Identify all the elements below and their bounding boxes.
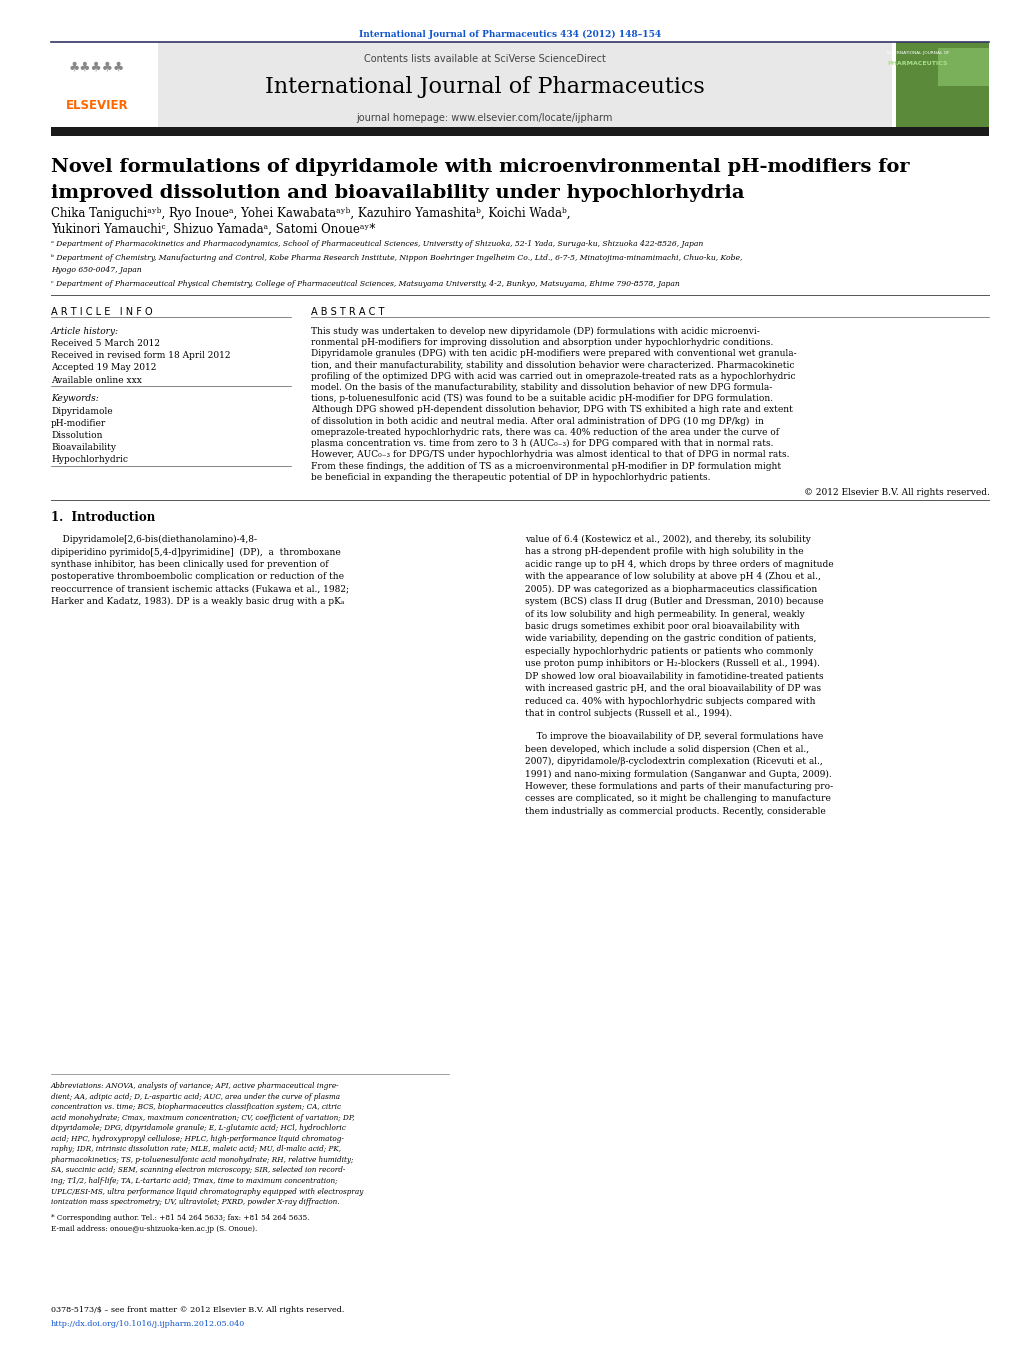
Text: has a strong pH-dependent profile with high solubility in the: has a strong pH-dependent profile with h… bbox=[525, 547, 803, 557]
Text: International Journal of Pharmaceutics 434 (2012) 148–154: International Journal of Pharmaceutics 4… bbox=[359, 30, 660, 39]
Text: Available online xxx: Available online xxx bbox=[51, 376, 142, 385]
Text: of dissolution in both acidic and neutral media. After oral administration of DP: of dissolution in both acidic and neutra… bbox=[311, 416, 763, 426]
Text: Hypochlorhydric: Hypochlorhydric bbox=[51, 455, 127, 465]
Text: © 2012 Elsevier B.V. All rights reserved.: © 2012 Elsevier B.V. All rights reserved… bbox=[803, 488, 988, 497]
Text: dipiperidino pyrimido[5,4-d]pyrimidine]  (DP),  a  thromboxane: dipiperidino pyrimido[5,4-d]pyrimidine] … bbox=[51, 547, 340, 557]
Text: that in control subjects (Russell et al., 1994).: that in control subjects (Russell et al.… bbox=[525, 709, 732, 719]
Text: dient; AA, adipic acid; D, L-aspartic acid; AUC, area under the curve of plasma: dient; AA, adipic acid; D, L-aspartic ac… bbox=[51, 1093, 339, 1101]
Text: A B S T R A C T: A B S T R A C T bbox=[311, 307, 384, 316]
Text: http://dx.doi.org/10.1016/j.ijpharm.2012.05.040: http://dx.doi.org/10.1016/j.ijpharm.2012… bbox=[51, 1320, 245, 1328]
Text: pharmacokinetics; TS, p-toluenesulfonic acid monohydrate; RH, relative humidity;: pharmacokinetics; TS, p-toluenesulfonic … bbox=[51, 1156, 354, 1165]
Text: improved dissolution and bioavailability under hypochlorhydria: improved dissolution and bioavailability… bbox=[51, 184, 744, 201]
Text: ♣♣♣♣♣: ♣♣♣♣♣ bbox=[68, 61, 125, 74]
Text: PHARMACEUTICS: PHARMACEUTICS bbox=[887, 61, 948, 66]
Text: reoccurrence of transient ischemic attacks (Fukawa et al., 1982;: reoccurrence of transient ischemic attac… bbox=[51, 585, 348, 593]
Text: model. On the basis of the manufacturability, stability and dissolution behavior: model. On the basis of the manufacturabi… bbox=[311, 384, 771, 392]
Text: 2005). DP was categorized as a biopharmaceutics classification: 2005). DP was categorized as a biopharma… bbox=[525, 585, 817, 594]
Text: However, these formulations and parts of their manufacturing pro-: However, these formulations and parts of… bbox=[525, 782, 833, 790]
Text: Dipyridamole[2,6-bis(diethanolamino)-4,8-: Dipyridamole[2,6-bis(diethanolamino)-4,8… bbox=[51, 535, 257, 544]
Text: * Corresponding author. Tel.: +81 54 264 5633; fax: +81 54 264 5635.: * Corresponding author. Tel.: +81 54 264… bbox=[51, 1215, 309, 1223]
Text: acidic range up to pH 4, which drops by three orders of magnitude: acidic range up to pH 4, which drops by … bbox=[525, 559, 834, 569]
Text: postoperative thromboembolic complication or reduction of the: postoperative thromboembolic complicatio… bbox=[51, 573, 343, 581]
Text: From these findings, the addition of TS as a microenvironmental pH-modifier in D: From these findings, the addition of TS … bbox=[311, 462, 781, 470]
Text: INTERNATIONAL JOURNAL OF: INTERNATIONAL JOURNAL OF bbox=[886, 51, 949, 55]
Text: Dipyridamole granules (DPG) with ten acidic pH-modifiers were prepared with conv: Dipyridamole granules (DPG) with ten aci… bbox=[311, 350, 796, 358]
Text: Yukinori Yamauchiᶜ, Shizuo Yamadaᵃ, Satomi Onoueᵃʸ*: Yukinori Yamauchiᶜ, Shizuo Yamadaᵃ, Sato… bbox=[51, 223, 375, 236]
Text: ELSEVIER: ELSEVIER bbox=[65, 99, 128, 112]
Text: Chika Taniguchiᵃʸᵇ, Ryo Inoueᵃ, Yohei Kawabataᵃʸᵇ, Kazuhiro Yamashitaᵇ, Koichi W: Chika Taniguchiᵃʸᵇ, Ryo Inoueᵃ, Yohei Ka… bbox=[51, 207, 570, 220]
Text: Contents lists available at SciVerse ScienceDirect: Contents lists available at SciVerse Sci… bbox=[363, 54, 605, 63]
Text: E-mail address: onoue@u-shizuoka-ken.ac.jp (S. Onoue).: E-mail address: onoue@u-shizuoka-ken.ac.… bbox=[51, 1225, 257, 1233]
Text: synthase inhibitor, has been clinically used for prevention of: synthase inhibitor, has been clinically … bbox=[51, 559, 328, 569]
Text: 0378-5173/$ – see front matter © 2012 Elsevier B.V. All rights reserved.: 0378-5173/$ – see front matter © 2012 El… bbox=[51, 1306, 344, 1315]
Text: concentration vs. time; BCS, biopharmaceutics classification system; CA, citric: concentration vs. time; BCS, biopharmace… bbox=[51, 1104, 340, 1112]
Text: Received 5 March 2012: Received 5 March 2012 bbox=[51, 339, 160, 349]
Text: Hyogo 650-0047, Japan: Hyogo 650-0047, Japan bbox=[51, 266, 142, 274]
Text: plasma concentration vs. time from zero to 3 h (AUC₀₋₃) for DPG compared with th: plasma concentration vs. time from zero … bbox=[311, 439, 772, 449]
Text: Dipyridamole: Dipyridamole bbox=[51, 407, 112, 416]
Bar bbox=[895, 42, 988, 127]
Text: Received in revised form 18 April 2012: Received in revised form 18 April 2012 bbox=[51, 351, 230, 361]
Text: This study was undertaken to develop new dipyridamole (DP) formulations with aci: This study was undertaken to develop new… bbox=[311, 327, 759, 336]
Bar bbox=[158, 42, 892, 127]
Text: profiling of the optimized DPG with acid was carried out in omeprazole-treated r: profiling of the optimized DPG with acid… bbox=[311, 372, 795, 381]
Text: 2007), dipyridamole/β-cyclodextrin complexation (Ricevuti et al.,: 2007), dipyridamole/β-cyclodextrin compl… bbox=[525, 757, 822, 766]
Text: Keywords:: Keywords: bbox=[51, 394, 99, 404]
Text: use proton pump inhibitors or H₂-blockers (Russell et al., 1994).: use proton pump inhibitors or H₂-blocker… bbox=[525, 659, 819, 669]
Text: dipyridamole; DPG, dipyridamole granule; E, L-glutamic acid; HCl, hydrochloric: dipyridamole; DPG, dipyridamole granule;… bbox=[51, 1124, 345, 1132]
Text: been developed, which include a solid dispersion (Chen et al.,: been developed, which include a solid di… bbox=[525, 744, 809, 754]
Text: Article history:: Article history: bbox=[51, 327, 119, 336]
Text: with increased gastric pH, and the oral bioavailability of DP was: with increased gastric pH, and the oral … bbox=[525, 684, 820, 693]
Text: To improve the bioavailability of DP, several formulations have: To improve the bioavailability of DP, se… bbox=[525, 732, 822, 742]
Text: Accepted 19 May 2012: Accepted 19 May 2012 bbox=[51, 363, 156, 373]
Text: basic drugs sometimes exhibit poor oral bioavailability with: basic drugs sometimes exhibit poor oral … bbox=[525, 621, 799, 631]
Text: tion, and their manufacturability, stability and dissolution behavior were chara: tion, and their manufacturability, stabi… bbox=[311, 361, 794, 370]
Text: system (BCS) class II drug (Butler and Dressman, 2010) because: system (BCS) class II drug (Butler and D… bbox=[525, 597, 823, 607]
Text: UPLC/ESI-MS, ultra performance liquid chromatography equipped with electrospray: UPLC/ESI-MS, ultra performance liquid ch… bbox=[51, 1188, 363, 1196]
Text: pH-modifier: pH-modifier bbox=[51, 419, 106, 428]
Text: them industrially as commercial products. Recently, considerable: them industrially as commercial products… bbox=[525, 807, 825, 816]
Text: Bioavailability: Bioavailability bbox=[51, 443, 116, 453]
Bar bbox=[51, 42, 158, 127]
Text: 1.  Introduction: 1. Introduction bbox=[51, 511, 155, 524]
Text: raphy; IDR, intrinsic dissolution rate; MLE, maleic acid; MU, dl-malic acid; PK,: raphy; IDR, intrinsic dissolution rate; … bbox=[51, 1146, 340, 1154]
Text: acid monohydrate; Cmax, maximum concentration; CV, coefficient of variation; DP,: acid monohydrate; Cmax, maximum concentr… bbox=[51, 1113, 355, 1121]
Text: Although DPG showed pH-dependent dissolution behavior, DPG with TS exhibited a h: Although DPG showed pH-dependent dissolu… bbox=[311, 405, 792, 415]
Text: value of 6.4 (Kostewicz et al., 2002), and thereby, its solubility: value of 6.4 (Kostewicz et al., 2002), a… bbox=[525, 535, 810, 544]
Text: Dissolution: Dissolution bbox=[51, 431, 102, 440]
Text: journal homepage: www.elsevier.com/locate/ijpharm: journal homepage: www.elsevier.com/locat… bbox=[356, 113, 612, 123]
Text: 1991) and nano-mixing formulation (Sanganwar and Gupta, 2009).: 1991) and nano-mixing formulation (Sanga… bbox=[525, 770, 832, 778]
Text: with the appearance of low solubility at above pH 4 (Zhou et al.,: with the appearance of low solubility at… bbox=[525, 573, 820, 581]
Text: International Journal of Pharmaceutics: International Journal of Pharmaceutics bbox=[264, 76, 704, 97]
Text: ᵃ Department of Pharmacokinetics and Pharmacodynamics, School of Pharmaceutical : ᵃ Department of Pharmacokinetics and Pha… bbox=[51, 240, 702, 249]
Text: cesses are complicated, so it might be challenging to manufacture: cesses are complicated, so it might be c… bbox=[525, 794, 830, 804]
Text: Novel formulations of dipyridamole with microenvironmental pH-modifiers for: Novel formulations of dipyridamole with … bbox=[51, 158, 909, 176]
Text: acid; HPC, hydroxypropyl cellulose; HPLC, high-performance liquid chromatog-: acid; HPC, hydroxypropyl cellulose; HPLC… bbox=[51, 1135, 343, 1143]
Text: wide variability, depending on the gastric condition of patients,: wide variability, depending on the gastr… bbox=[525, 635, 816, 643]
Text: ing; T1/2, half-life; TA, L-tartaric acid; Tmax, time to maximum concentration;: ing; T1/2, half-life; TA, L-tartaric aci… bbox=[51, 1177, 337, 1185]
Text: especially hypochlorhydric patients or patients who commonly: especially hypochlorhydric patients or p… bbox=[525, 647, 813, 655]
Bar bbox=[51, 127, 988, 136]
Text: Abbreviations: ANOVA, analysis of variance; API, active pharmaceutical ingre-: Abbreviations: ANOVA, analysis of varian… bbox=[51, 1082, 339, 1090]
Text: of its low solubility and high permeability. In general, weakly: of its low solubility and high permeabil… bbox=[525, 609, 804, 619]
Text: SA, succinic acid; SEM, scanning electron microscopy; SIR, selected ion record-: SA, succinic acid; SEM, scanning electro… bbox=[51, 1166, 345, 1174]
Text: ronmental pH-modifiers for improving dissolution and absorption under hypochlorh: ronmental pH-modifiers for improving dis… bbox=[311, 338, 772, 347]
Text: Harker and Kadatz, 1983). DP is a weakly basic drug with a pKₐ: Harker and Kadatz, 1983). DP is a weakly… bbox=[51, 597, 344, 607]
Text: ᶜ Department of Pharmaceutical Physical Chemistry, College of Pharmaceutical Sci: ᶜ Department of Pharmaceutical Physical … bbox=[51, 280, 679, 288]
Text: ionization mass spectrometry; UV, ultraviolet; PXRD, powder X-ray diffraction.: ionization mass spectrometry; UV, ultrav… bbox=[51, 1198, 339, 1206]
Text: tions, p-toluenesulfonic acid (TS) was found to be a suitable acidic pH-modifier: tions, p-toluenesulfonic acid (TS) was f… bbox=[311, 394, 772, 404]
Text: ᵇ Department of Chemistry, Manufacturing and Control, Kobe Pharma Research Insti: ᵇ Department of Chemistry, Manufacturing… bbox=[51, 254, 742, 262]
Text: DP showed low oral bioavailability in famotidine-treated patients: DP showed low oral bioavailability in fa… bbox=[525, 671, 823, 681]
Text: omeprazole-treated hypochlorhydric rats, there was ca. 40% reduction of the area: omeprazole-treated hypochlorhydric rats,… bbox=[311, 428, 779, 436]
Text: be beneficial in expanding the therapeutic potential of DP in hypochlorhydric pa: be beneficial in expanding the therapeut… bbox=[311, 473, 710, 482]
Bar bbox=[937, 49, 988, 86]
Text: A R T I C L E   I N F O: A R T I C L E I N F O bbox=[51, 307, 153, 316]
Text: reduced ca. 40% with hypochlorhydric subjects compared with: reduced ca. 40% with hypochlorhydric sub… bbox=[525, 697, 815, 705]
Text: However, AUC₀₋₃ for DPG/TS under hypochlorhydria was almost identical to that of: However, AUC₀₋₃ for DPG/TS under hypochl… bbox=[311, 450, 789, 459]
